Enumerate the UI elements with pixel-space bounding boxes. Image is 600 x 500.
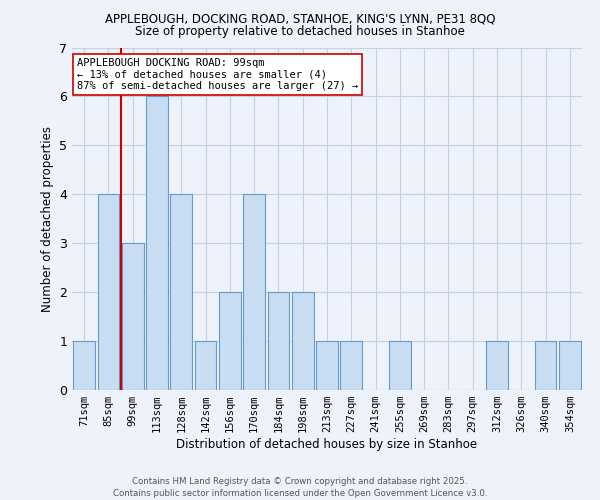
Bar	[243, 194, 265, 390]
Bar	[340, 341, 362, 390]
Bar	[486, 341, 508, 390]
Bar	[73, 341, 95, 390]
Bar	[316, 341, 338, 390]
Y-axis label: Number of detached properties: Number of detached properties	[41, 126, 53, 312]
Text: Size of property relative to detached houses in Stanhoe: Size of property relative to detached ho…	[135, 25, 465, 38]
Text: APPLEBOUGH DOCKING ROAD: 99sqm
← 13% of detached houses are smaller (4)
87% of s: APPLEBOUGH DOCKING ROAD: 99sqm ← 13% of …	[77, 58, 358, 91]
Bar	[535, 341, 556, 390]
Text: APPLEBOUGH, DOCKING ROAD, STANHOE, KING'S LYNN, PE31 8QQ: APPLEBOUGH, DOCKING ROAD, STANHOE, KING'…	[105, 12, 495, 26]
Bar	[268, 292, 289, 390]
Bar	[292, 292, 314, 390]
Bar	[170, 194, 192, 390]
Bar	[146, 96, 168, 390]
Bar	[389, 341, 411, 390]
Bar	[122, 243, 143, 390]
Bar	[219, 292, 241, 390]
Bar	[559, 341, 581, 390]
Bar	[97, 194, 119, 390]
Text: Contains HM Land Registry data © Crown copyright and database right 2025.
Contai: Contains HM Land Registry data © Crown c…	[113, 476, 487, 498]
Bar	[194, 341, 217, 390]
X-axis label: Distribution of detached houses by size in Stanhoe: Distribution of detached houses by size …	[176, 438, 478, 451]
